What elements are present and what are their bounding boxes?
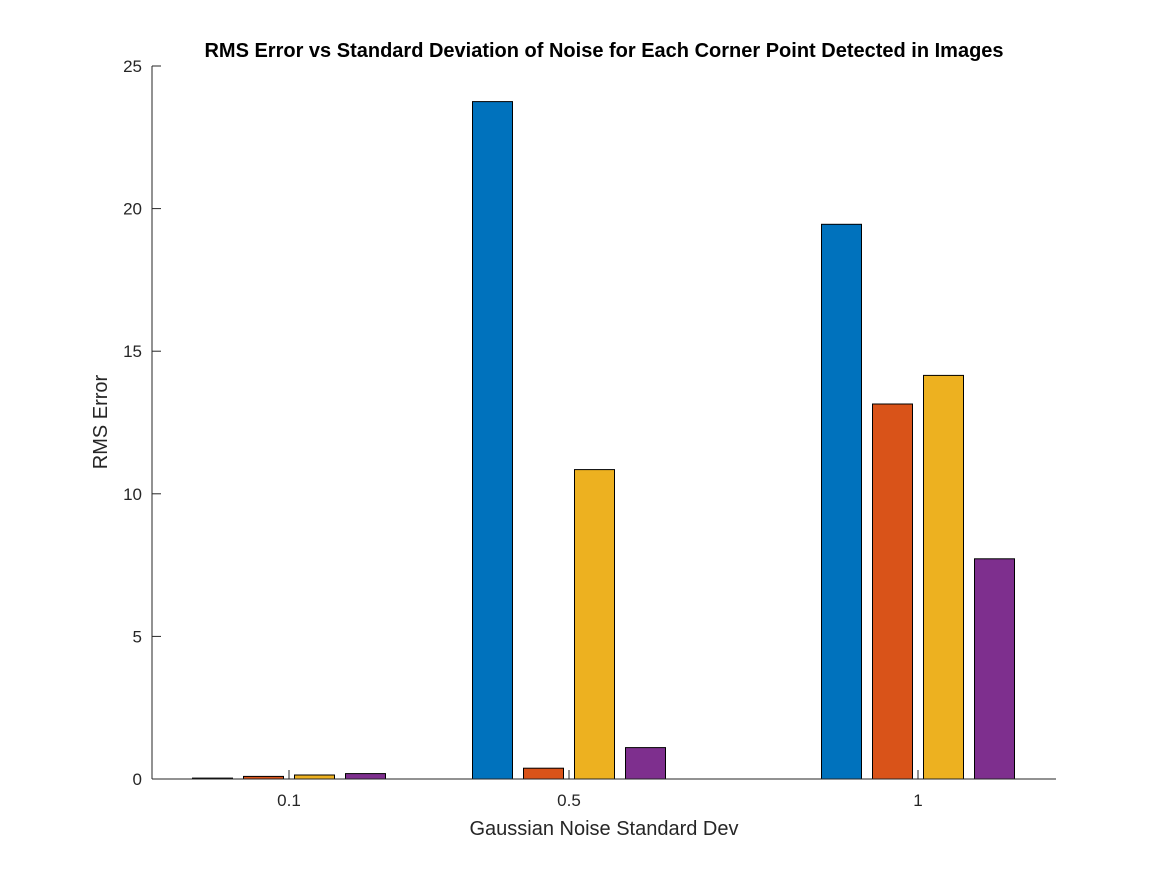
y-axis-label: RMS Error (90, 374, 112, 469)
bar-series-1-0.5 (472, 101, 513, 780)
bar-series-4-1 (974, 558, 1015, 780)
y-tick-label: 10 (123, 485, 142, 504)
chart-title: RMS Error vs Standard Deviation of Noise… (204, 40, 1003, 62)
axes (151, 65, 1056, 780)
bar-group (192, 101, 1015, 780)
bar-series-1-1 (821, 223, 862, 780)
bar-series-4-0.1 (345, 773, 386, 780)
x-tick-label: 1 (913, 791, 922, 810)
y-tick-label: 15 (123, 342, 142, 361)
y-tick-label: 0 (133, 770, 142, 789)
tick-labels: 0 5 10 15 20 25 0.1 0.5 1 (123, 57, 923, 810)
y-tick-label: 25 (123, 57, 142, 76)
x-tick-label: 0.1 (277, 791, 301, 810)
bar-series-4-0.5 (625, 747, 666, 780)
y-tick-label: 5 (133, 627, 142, 646)
bar-series-2-1 (872, 403, 913, 780)
bar-series-3-0.1 (294, 774, 335, 780)
x-tick-label: 0.5 (557, 791, 581, 810)
y-tick-label: 20 (123, 200, 142, 219)
x-axis-label: Gaussian Noise Standard Dev (469, 818, 738, 840)
bar-series-2-0.5 (523, 767, 564, 780)
bar-series-3-1 (923, 374, 964, 780)
bar-series-3-0.5 (574, 469, 615, 780)
